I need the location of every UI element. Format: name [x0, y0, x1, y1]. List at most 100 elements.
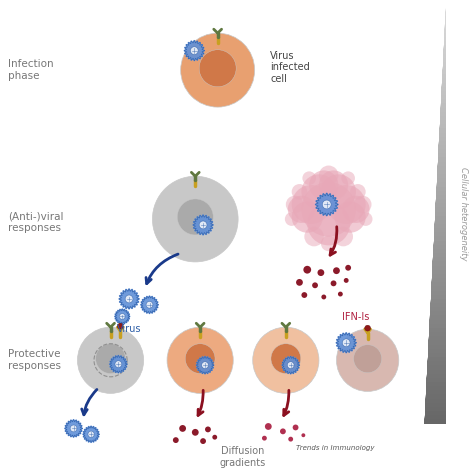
Polygon shape	[434, 232, 446, 236]
Circle shape	[342, 339, 350, 347]
Polygon shape	[431, 282, 446, 286]
Circle shape	[118, 323, 123, 329]
Circle shape	[345, 265, 351, 271]
Polygon shape	[434, 228, 446, 232]
Circle shape	[327, 185, 365, 224]
Polygon shape	[429, 324, 446, 328]
Polygon shape	[438, 141, 446, 145]
Circle shape	[301, 292, 307, 298]
Polygon shape	[443, 54, 446, 58]
Polygon shape	[437, 166, 446, 170]
Polygon shape	[441, 83, 446, 87]
Circle shape	[319, 165, 338, 185]
Polygon shape	[438, 137, 446, 141]
Polygon shape	[445, 20, 446, 24]
Circle shape	[115, 361, 122, 368]
Polygon shape	[439, 133, 446, 137]
Polygon shape	[441, 87, 446, 91]
Polygon shape	[432, 274, 446, 278]
Polygon shape	[433, 253, 446, 257]
Circle shape	[338, 291, 343, 297]
Polygon shape	[65, 420, 82, 437]
Circle shape	[173, 437, 179, 443]
Polygon shape	[445, 24, 446, 29]
Circle shape	[312, 282, 318, 288]
Polygon shape	[442, 70, 446, 74]
Polygon shape	[425, 394, 446, 399]
Circle shape	[321, 235, 337, 251]
Circle shape	[337, 329, 399, 392]
Polygon shape	[425, 407, 446, 411]
Polygon shape	[184, 41, 204, 61]
Circle shape	[292, 185, 331, 224]
Polygon shape	[441, 91, 446, 95]
Polygon shape	[440, 108, 446, 112]
Polygon shape	[428, 336, 446, 340]
Polygon shape	[439, 128, 446, 133]
Polygon shape	[428, 349, 446, 353]
Polygon shape	[141, 296, 158, 313]
Polygon shape	[440, 116, 446, 120]
Circle shape	[288, 437, 293, 442]
Polygon shape	[438, 153, 446, 157]
Circle shape	[350, 184, 365, 200]
Polygon shape	[425, 411, 446, 415]
Polygon shape	[443, 58, 446, 62]
Polygon shape	[435, 207, 446, 212]
Polygon shape	[434, 220, 446, 224]
Polygon shape	[427, 365, 446, 369]
Polygon shape	[433, 245, 446, 249]
Polygon shape	[439, 120, 446, 124]
Polygon shape	[436, 182, 446, 187]
Circle shape	[199, 50, 236, 87]
Text: Virus: Virus	[117, 324, 141, 334]
Polygon shape	[427, 369, 446, 374]
Polygon shape	[432, 261, 446, 266]
Polygon shape	[426, 386, 446, 390]
Polygon shape	[438, 145, 446, 149]
Text: Cellular heterogeneity: Cellular heterogeneity	[459, 167, 468, 261]
Circle shape	[359, 212, 373, 226]
Polygon shape	[442, 74, 446, 78]
Polygon shape	[445, 16, 446, 20]
Polygon shape	[432, 270, 446, 274]
Circle shape	[146, 301, 153, 308]
Circle shape	[301, 174, 337, 209]
Text: Trends in Immunology: Trends in Immunology	[296, 445, 374, 451]
Circle shape	[285, 212, 299, 226]
Text: Infection
phase: Infection phase	[9, 59, 54, 81]
Polygon shape	[430, 303, 446, 307]
Polygon shape	[436, 195, 446, 199]
Circle shape	[309, 171, 338, 200]
Polygon shape	[316, 193, 338, 216]
Circle shape	[177, 199, 213, 235]
Polygon shape	[196, 356, 214, 374]
Polygon shape	[433, 241, 446, 245]
Polygon shape	[441, 95, 446, 99]
Polygon shape	[119, 289, 139, 309]
Polygon shape	[430, 295, 446, 299]
Polygon shape	[433, 249, 446, 253]
Polygon shape	[444, 29, 446, 33]
Circle shape	[331, 281, 337, 286]
Polygon shape	[431, 278, 446, 282]
Circle shape	[253, 327, 319, 393]
Polygon shape	[436, 187, 446, 191]
Polygon shape	[441, 99, 446, 103]
Polygon shape	[115, 309, 130, 324]
Text: (Anti-)viral
responses: (Anti-)viral responses	[9, 211, 64, 233]
Polygon shape	[444, 33, 446, 37]
Circle shape	[303, 266, 311, 274]
Circle shape	[321, 174, 356, 209]
Polygon shape	[430, 307, 446, 311]
Polygon shape	[434, 236, 446, 241]
Circle shape	[179, 425, 186, 432]
Polygon shape	[429, 315, 446, 320]
Circle shape	[287, 362, 294, 368]
Circle shape	[341, 172, 355, 185]
Polygon shape	[427, 361, 446, 365]
Polygon shape	[426, 382, 446, 386]
Circle shape	[365, 325, 371, 331]
Circle shape	[292, 202, 323, 233]
Circle shape	[333, 267, 340, 274]
